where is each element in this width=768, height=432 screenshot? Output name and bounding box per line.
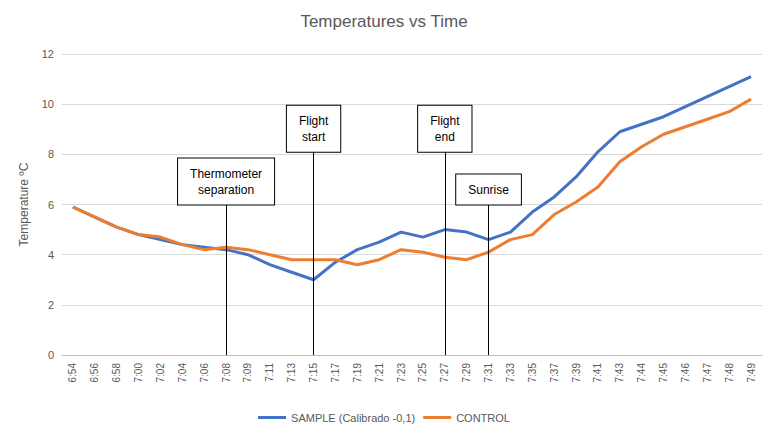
svg-text:0: 0 <box>48 349 54 361</box>
svg-text:7:47: 7:47 <box>702 363 713 383</box>
svg-text:7:41: 7:41 <box>592 363 603 383</box>
svg-text:7:27: 7:27 <box>439 363 450 383</box>
svg-text:7:00: 7:00 <box>133 363 144 383</box>
svg-text:7:25: 7:25 <box>417 363 428 383</box>
svg-text:7:43: 7:43 <box>614 363 625 383</box>
svg-text:7:39: 7:39 <box>571 363 582 383</box>
svg-text:7:13: 7:13 <box>286 363 297 383</box>
svg-text:7:17: 7:17 <box>330 363 341 383</box>
svg-text:Temperatures vs Time: Temperatures vs Time <box>300 12 467 31</box>
svg-text:Sunrise: Sunrise <box>468 183 509 197</box>
svg-text:7:15: 7:15 <box>308 363 319 383</box>
svg-text:7:19: 7:19 <box>352 363 363 383</box>
svg-text:SAMPLE (Calibrado -0,1): SAMPLE (Calibrado -0,1) <box>291 412 415 424</box>
svg-text:start: start <box>302 130 326 144</box>
svg-text:7:48: 7:48 <box>724 363 735 383</box>
svg-text:6:56: 6:56 <box>89 363 100 383</box>
svg-text:6:58: 6:58 <box>111 363 122 383</box>
svg-text:2: 2 <box>48 299 54 311</box>
svg-text:Thermometer: Thermometer <box>190 167 262 181</box>
svg-text:8: 8 <box>48 148 54 160</box>
svg-text:12: 12 <box>42 48 54 60</box>
svg-text:Flight: Flight <box>430 114 460 128</box>
svg-text:7:09: 7:09 <box>242 363 253 383</box>
svg-text:7:49: 7:49 <box>746 363 757 383</box>
svg-text:CONTROL: CONTROL <box>456 412 510 424</box>
svg-text:7:33: 7:33 <box>505 363 516 383</box>
svg-text:6: 6 <box>48 199 54 211</box>
svg-text:7:04: 7:04 <box>177 363 188 383</box>
svg-text:10: 10 <box>42 98 54 110</box>
svg-text:6:54: 6:54 <box>67 363 78 383</box>
svg-text:Flight: Flight <box>299 114 329 128</box>
svg-text:7:45: 7:45 <box>658 363 669 383</box>
svg-text:separation: separation <box>198 183 254 197</box>
svg-text:Temperature ºC: Temperature ºC <box>17 162 31 246</box>
svg-text:end: end <box>435 130 455 144</box>
svg-text:7:11: 7:11 <box>264 363 275 382</box>
svg-text:7:37: 7:37 <box>549 363 560 383</box>
svg-text:7:21: 7:21 <box>374 363 385 383</box>
svg-text:4: 4 <box>48 249 54 261</box>
svg-text:7:29: 7:29 <box>461 363 472 383</box>
svg-text:7:44: 7:44 <box>636 363 647 383</box>
svg-text:7:31: 7:31 <box>483 363 494 383</box>
svg-text:7:35: 7:35 <box>527 363 538 383</box>
svg-text:7:06: 7:06 <box>199 363 210 383</box>
svg-text:7:46: 7:46 <box>680 363 691 383</box>
svg-text:7:23: 7:23 <box>396 363 407 383</box>
svg-text:7:02: 7:02 <box>155 363 166 383</box>
svg-text:7:08: 7:08 <box>221 363 232 383</box>
